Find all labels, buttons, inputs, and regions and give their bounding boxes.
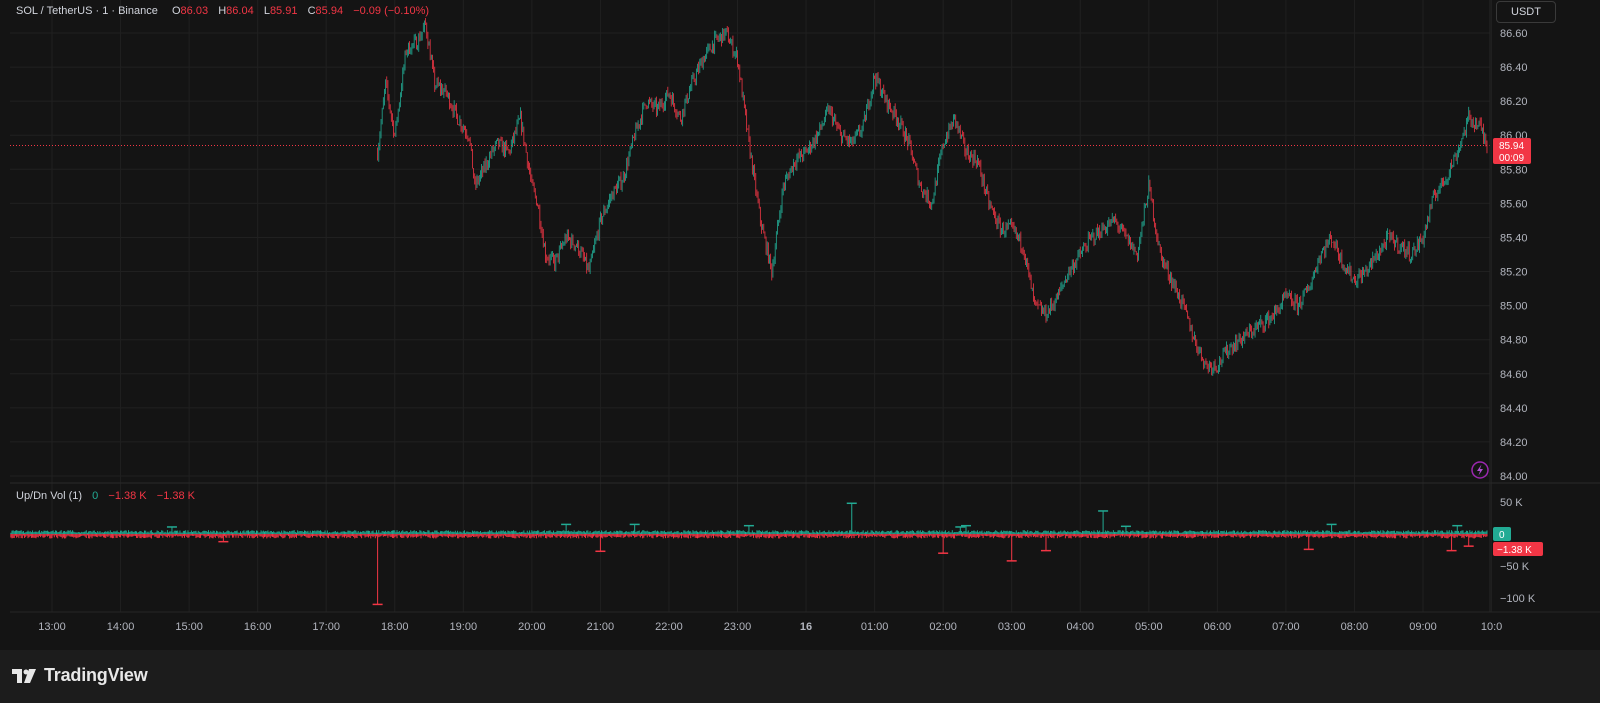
time-tick-label: 09:00	[1409, 621, 1437, 633]
time-tick-label: 21:00	[587, 621, 615, 633]
low-label: L	[263, 5, 270, 17]
price-tick-label: 85.40	[1500, 232, 1528, 244]
close-label: C	[307, 5, 316, 17]
time-axis-labels[interactable]: 13:00 14:00 15:00 16:00 17:00 18:00 19:00 20:00…	[38, 621, 1502, 633]
price-tick-label: 85.20	[1500, 267, 1528, 279]
symbol-legend[interactable]: SOL / TetherUS · 1 · Binance O86.03 H86.…	[16, 5, 429, 17]
symbol-title[interactable]: SOL / TetherUS · 1 · Binance	[16, 5, 158, 17]
volume-up-value: 0	[92, 490, 99, 502]
price-tick-label: 86.20	[1500, 96, 1528, 108]
time-tick-label: 01:00	[861, 621, 889, 633]
chart-canvas[interactable]: 86.6086.4086.2086.0085.8085.6085.4085.20…	[0, 0, 1600, 650]
change-value: −0.09 (−0.10%)	[353, 5, 430, 17]
time-tick-label: 22:00	[655, 621, 683, 633]
close-value: 85.94	[315, 5, 344, 17]
volume-down-value: −1.38 K	[108, 490, 147, 502]
volume-badge-up-value: 0	[1499, 530, 1505, 541]
open-value: 86.03	[180, 5, 209, 17]
lightning-icon[interactable]	[1471, 461, 1489, 479]
volume-legend[interactable]: Up/Dn Vol (1) 0 −1.38 K −1.38 K	[16, 490, 195, 502]
price-tick-label: 86.40	[1500, 62, 1528, 74]
time-tick-label: 03:00	[998, 621, 1026, 633]
open-label: O	[171, 5, 181, 17]
time-tick-label: 16	[800, 621, 812, 633]
time-tick-label: 20:00	[518, 621, 546, 633]
price-tick-label: 84.60	[1500, 369, 1528, 381]
time-tick-label: 15:00	[175, 621, 203, 633]
price-candles	[377, 17, 1488, 376]
high-label: H	[218, 5, 227, 17]
price-tick-label: 85.80	[1500, 164, 1528, 176]
time-tick-label: 10:0	[1481, 621, 1502, 633]
price-badge	[1493, 138, 1531, 164]
volume-tick-label: 50 K	[1500, 497, 1523, 509]
volume-badge-down-value: −1.38 K	[1497, 545, 1532, 556]
price-tick-label: 84.00	[1500, 471, 1528, 483]
time-tick-label: 13:00	[38, 621, 66, 633]
time-tick-label: 14:00	[107, 621, 135, 633]
time-tick-label: 02:00	[929, 621, 957, 633]
volume-badge-up	[1493, 527, 1511, 541]
volume-tick-label: −50 K	[1500, 561, 1530, 573]
grid-lines	[10, 0, 1493, 612]
volume-tick-label: −100 K	[1500, 593, 1536, 605]
currency-button[interactable]: USDT	[1496, 1, 1556, 23]
price-tick-label: 84.40	[1500, 403, 1528, 415]
price-tick-label: 86.60	[1500, 28, 1528, 40]
time-tick-label: 07:00	[1272, 621, 1300, 633]
volume-indicator-name[interactable]: Up/Dn Vol (1)	[16, 490, 83, 502]
time-tick-label: 04:00	[1066, 621, 1094, 633]
price-tick-label: 84.80	[1500, 335, 1528, 347]
price-badge-value: 85.94	[1499, 141, 1524, 152]
tradingview-logo-icon	[12, 668, 36, 683]
brand-name: TradingView	[44, 665, 148, 685]
time-tick-label: 18:00	[381, 621, 409, 633]
price-axis-labels[interactable]: 86.6086.4086.2086.0085.8085.6085.4085.20…	[1500, 28, 1528, 483]
time-tick-label: 05:00	[1135, 621, 1163, 633]
price-badge-countdown: 00:09	[1499, 153, 1524, 164]
volume-delta-value: −1.38 K	[156, 490, 195, 502]
time-tick-label: 17:00	[312, 621, 340, 633]
time-tick-label: 23:00	[724, 621, 752, 633]
price-tick-label: 84.20	[1500, 437, 1528, 449]
footer	[0, 650, 1600, 703]
volume-bars	[10, 502, 1488, 606]
time-tick-label: 19:00	[450, 621, 478, 633]
price-tick-label: 85.60	[1500, 198, 1528, 210]
time-tick-label: 16:00	[244, 621, 272, 633]
low-value: 85.91	[269, 5, 298, 17]
price-tick-label: 85.00	[1500, 301, 1528, 313]
volume-badge-down	[1493, 542, 1543, 556]
high-value: 86.04	[226, 5, 254, 17]
time-tick-label: 06:00	[1204, 621, 1232, 633]
tradingview-logo[interactable]: TradingView	[12, 665, 148, 686]
volume-axis-labels: 50 K −50 K −100 K	[1500, 497, 1536, 605]
time-tick-label: 08:00	[1341, 621, 1369, 633]
chart-frame: 86.60 86.40 86.20 86.00 85.80 85.60 85.40 85.20…	[0, 0, 1600, 650]
